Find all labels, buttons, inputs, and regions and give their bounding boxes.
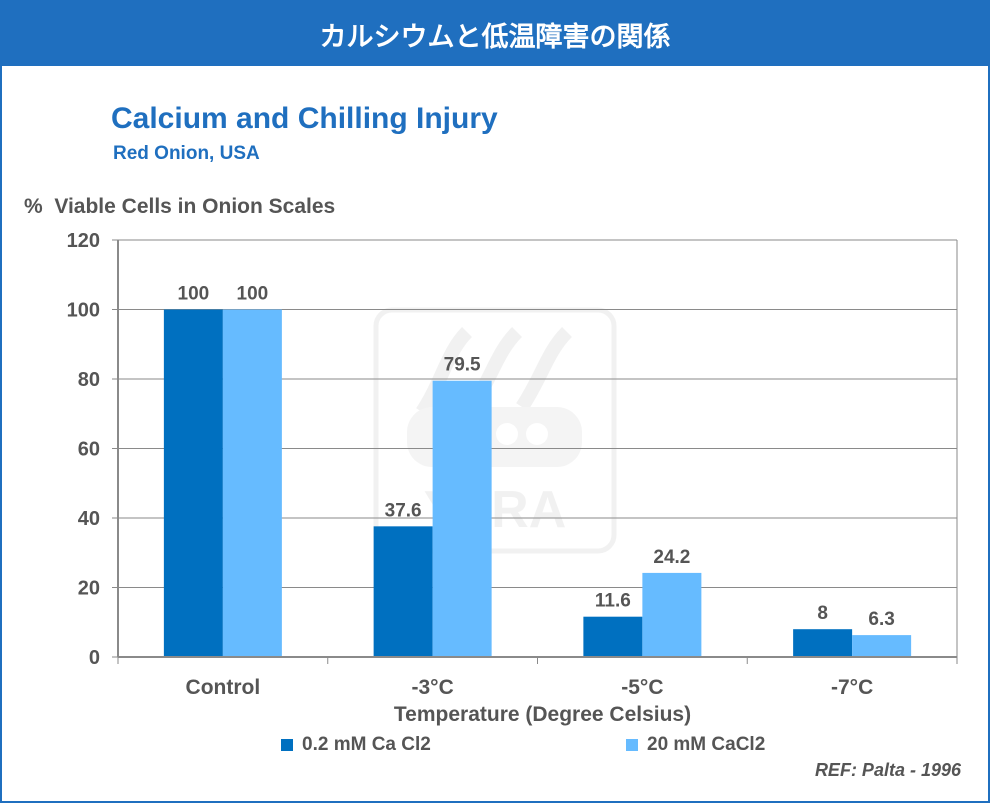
x-category-label: -3°C: [412, 676, 454, 699]
y-tick-label: 80: [78, 369, 100, 391]
legend-label-series-2: 20 mM CaCl2: [647, 734, 766, 755]
data-label: 79.5: [444, 355, 481, 376]
banner-title: カルシウムと低温障害の関係: [2, 2, 988, 66]
y-tick-label: 60: [78, 439, 100, 461]
chart-subtitle: Red Onion, USA: [113, 143, 260, 164]
y-tick-label: 100: [67, 300, 100, 322]
bar-2: [222, 309, 282, 657]
data-label: 37.6: [385, 500, 422, 521]
data-label: 8: [817, 603, 828, 624]
legend-item-series-2: 20 mM CaCl2: [626, 734, 765, 756]
bar-2: [432, 380, 492, 657]
bar-2: [642, 572, 702, 657]
x-category-label: Control: [186, 676, 261, 699]
chart-title: Calcium and Chilling Injury: [111, 102, 498, 135]
y-axis-label: % Viable Cells in Onion Scales: [24, 195, 336, 218]
y-tick-label: 40: [78, 508, 100, 530]
bars: [163, 309, 912, 657]
y-tick-label: 0: [89, 647, 100, 669]
bar-2: [852, 635, 912, 657]
x-category-label: -7°C: [831, 676, 873, 699]
bar-1: [163, 309, 223, 657]
legend-swatch-series-1: [281, 739, 293, 751]
legend-label-series-1: 0.2 mM Ca Cl2: [302, 734, 431, 755]
legend: 0.2 mM Ca Cl2 20 mM CaCl2: [2, 734, 988, 758]
labels: 0 20 40 60 80 100 120 100 100 Control 37.6 79.5 -3°C…: [67, 230, 895, 726]
data-label: 100: [237, 284, 269, 305]
data-label: 11.6: [595, 591, 631, 612]
bar-1: [583, 616, 643, 657]
bar-1: [793, 629, 853, 657]
data-label: 24.2: [653, 547, 690, 568]
x-axis-label: Temperature (Degree Celsius): [394, 703, 691, 726]
legend-item-series-1: 0.2 mM Ca Cl2: [281, 734, 431, 756]
data-label: 100: [178, 284, 210, 305]
reference-note: REF: Palta - 1996: [814, 760, 961, 780]
data-label: 6.3: [868, 609, 894, 630]
axes: [112, 239, 958, 664]
y-tick-label: 20: [78, 578, 100, 600]
y-tick-label: 120: [67, 230, 100, 252]
legend-swatch-series-2: [626, 739, 638, 751]
x-category-label: -5°C: [621, 676, 663, 699]
bar-1: [373, 526, 433, 657]
